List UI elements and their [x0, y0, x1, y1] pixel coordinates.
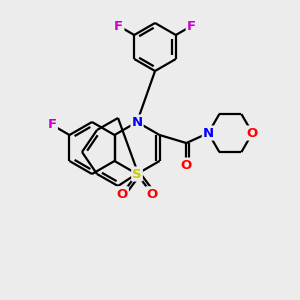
Text: N: N [131, 116, 142, 128]
Text: F: F [48, 118, 57, 131]
Text: F: F [187, 20, 196, 32]
Text: F: F [187, 20, 196, 32]
Text: O: O [116, 188, 128, 200]
Text: N: N [203, 127, 214, 140]
Text: O: O [116, 188, 128, 200]
Text: F: F [114, 20, 123, 32]
Text: F: F [48, 118, 57, 131]
Text: O: O [247, 127, 258, 140]
Text: O: O [181, 158, 192, 172]
Text: O: O [146, 188, 158, 200]
Text: S: S [132, 167, 142, 181]
Text: O: O [146, 188, 158, 200]
Text: F: F [114, 20, 123, 32]
